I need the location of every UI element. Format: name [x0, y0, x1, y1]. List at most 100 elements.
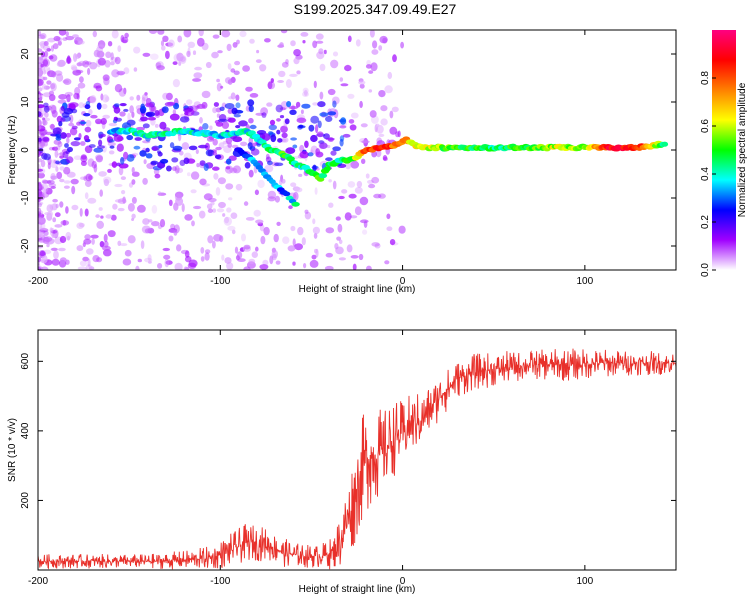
- spectrogram-noise-blob: [378, 193, 386, 199]
- colorbar-tick-label: 0.2: [700, 215, 711, 229]
- spectrogram-noise-blob: [335, 216, 341, 221]
- spectrogram-noise-blob: [116, 143, 124, 152]
- y-tick-label: 600: [20, 353, 31, 370]
- spectrogram-noise-blob: [337, 223, 343, 233]
- spectrogram-noise-blob: [88, 266, 95, 270]
- spectrogram-noise-blob: [77, 266, 87, 270]
- spectrogram-noise-blob: [97, 57, 106, 66]
- spectrogram-noise-blob: [216, 208, 225, 213]
- spectrogram-noise-blob: [87, 67, 91, 76]
- spectrogram-noise-blob: [38, 168, 44, 172]
- spectrogram-noise-blob: [319, 63, 326, 72]
- spectrogram-noise-blob: [375, 149, 382, 158]
- spectrogram-noise-blob: [301, 237, 306, 246]
- spectrogram-noise-blob: [165, 260, 173, 265]
- spectrogram-noise-blob: [348, 119, 355, 124]
- spectrogram-noise-blob: [85, 119, 92, 127]
- spectrogram-noise-blob: [84, 126, 92, 133]
- spectrogram-noise-blob: [170, 223, 176, 230]
- spectrogram-noise-blob: [42, 58, 50, 68]
- spectrogram-noise-blob: [215, 187, 221, 196]
- spectrogram-noise-blob: [227, 225, 236, 231]
- spectrogram-noise-blob: [123, 151, 129, 160]
- spectrogram-noise-blob: [298, 173, 303, 177]
- spectrogram-noise-blob: [43, 65, 49, 74]
- spectrogram-noise-blob: [43, 105, 50, 113]
- spectrogram-noise-blob: [292, 144, 298, 149]
- spectrogram-noise-blob: [247, 99, 255, 107]
- spectrogram-noise-blob: [358, 80, 366, 85]
- spectrogram-noise-blob: [261, 133, 271, 142]
- spectrogram-noise-blob: [42, 180, 52, 184]
- spectrogram-noise-blob: [336, 236, 341, 241]
- spectrogram-noise-blob: [400, 41, 404, 49]
- spectrogram-noise-blob: [205, 149, 215, 157]
- spectrogram-noise-blob: [129, 105, 134, 114]
- spectrogram-noise-blob: [323, 49, 327, 55]
- spectrogram-noise-blob: [299, 151, 309, 159]
- spectrogram-noise-blob: [267, 196, 276, 202]
- spectrogram-noise-blob: [293, 57, 300, 65]
- spectrogram-noise-blob: [38, 192, 42, 199]
- spectrogram-noise-blob: [340, 83, 349, 87]
- spectrogram-noise-blob: [358, 253, 364, 261]
- spectrogram-noise-blob: [38, 266, 41, 270]
- spectrogram-noise-blob: [269, 255, 274, 265]
- spectrogram-noise-blob: [349, 124, 357, 131]
- spectrogram-noise-blob: [105, 214, 113, 219]
- spectrogram-noise-blob: [239, 30, 247, 38]
- spectrogram-noise-blob: [266, 102, 273, 107]
- spectrogram-noise-blob: [101, 103, 108, 110]
- spectrogram-noise-blob: [135, 265, 140, 270]
- spectrogram-noise-blob: [288, 205, 293, 210]
- spectrogram-noise-blob: [144, 257, 153, 263]
- spectrogram-noise-blob: [307, 152, 314, 157]
- spectrogram-noise-blob: [347, 93, 355, 99]
- x-tick-label: 100: [577, 276, 594, 287]
- spectrogram-noise-blob: [87, 258, 91, 267]
- spectrogram-noise-blob: [123, 108, 129, 112]
- spectrogram-noise-blob: [254, 189, 259, 196]
- spectrogram-noise-blob: [264, 164, 274, 173]
- spectrogram-noise-blob: [173, 229, 178, 236]
- spectrogram-noise-blob: [255, 219, 264, 224]
- spectrogram-noise-blob: [173, 102, 180, 110]
- spectrogram-noise-blob: [229, 167, 238, 174]
- spectrogram-noise-blob: [39, 250, 46, 257]
- spectrogram-noise-blob: [290, 137, 297, 141]
- spectrogram-noise-blob: [159, 219, 166, 228]
- spectrogram-noise-blob: [87, 158, 95, 167]
- snr-panel: -200 -100 0 100 200 400 600 Height of straigh…: [7, 329, 677, 595]
- spectrogram-noise-blob: [354, 186, 363, 194]
- spectrogram-noise-blob: [227, 117, 236, 123]
- spectrogram-noise-blob: [277, 80, 284, 83]
- spectrogram-noise-blob: [199, 117, 203, 124]
- spectrogram-noise-blob: [254, 246, 259, 252]
- spectrogram-ridge-cell: [661, 141, 669, 147]
- spectrogram-noise-blob: [325, 116, 333, 122]
- spectrogram-noise-blob: [173, 53, 183, 62]
- spectrogram-noise-blob: [235, 125, 241, 129]
- spectrogram-noise-blob: [102, 245, 111, 251]
- spectrogram-noise-blob: [202, 123, 209, 130]
- spectrogram-noise-blob: [281, 132, 288, 138]
- snr-x-label: Height of straight line (km): [299, 584, 416, 595]
- spectrogram-noise-blob: [179, 56, 186, 62]
- spectrogram-noise-blob: [40, 159, 46, 168]
- spectrogram-noise-blob: [151, 204, 158, 214]
- spectrogram-noise-blob: [88, 175, 94, 181]
- spectrogram-noise-blob: [177, 132, 182, 142]
- spectrogram-noise-blob: [114, 103, 120, 108]
- spectrogram-noise-blob: [290, 182, 297, 187]
- spectrogram-noise-blob: [50, 83, 56, 90]
- spectrogram-noise-blob: [142, 177, 148, 185]
- spectrogram-noise-blob: [38, 211, 42, 218]
- spectrogram-noise-blob: [310, 134, 318, 143]
- spectrogram-noise-blob: [184, 214, 193, 221]
- spectrogram-noise-blob: [119, 111, 126, 117]
- spectrogram-noise-blob: [234, 246, 239, 254]
- spectrogram-noise-blob: [117, 198, 127, 205]
- spectrogram-noise-blob: [145, 111, 156, 118]
- spectrogram-noise-blob: [301, 103, 311, 109]
- spectrogram-noise-blob: [312, 218, 316, 225]
